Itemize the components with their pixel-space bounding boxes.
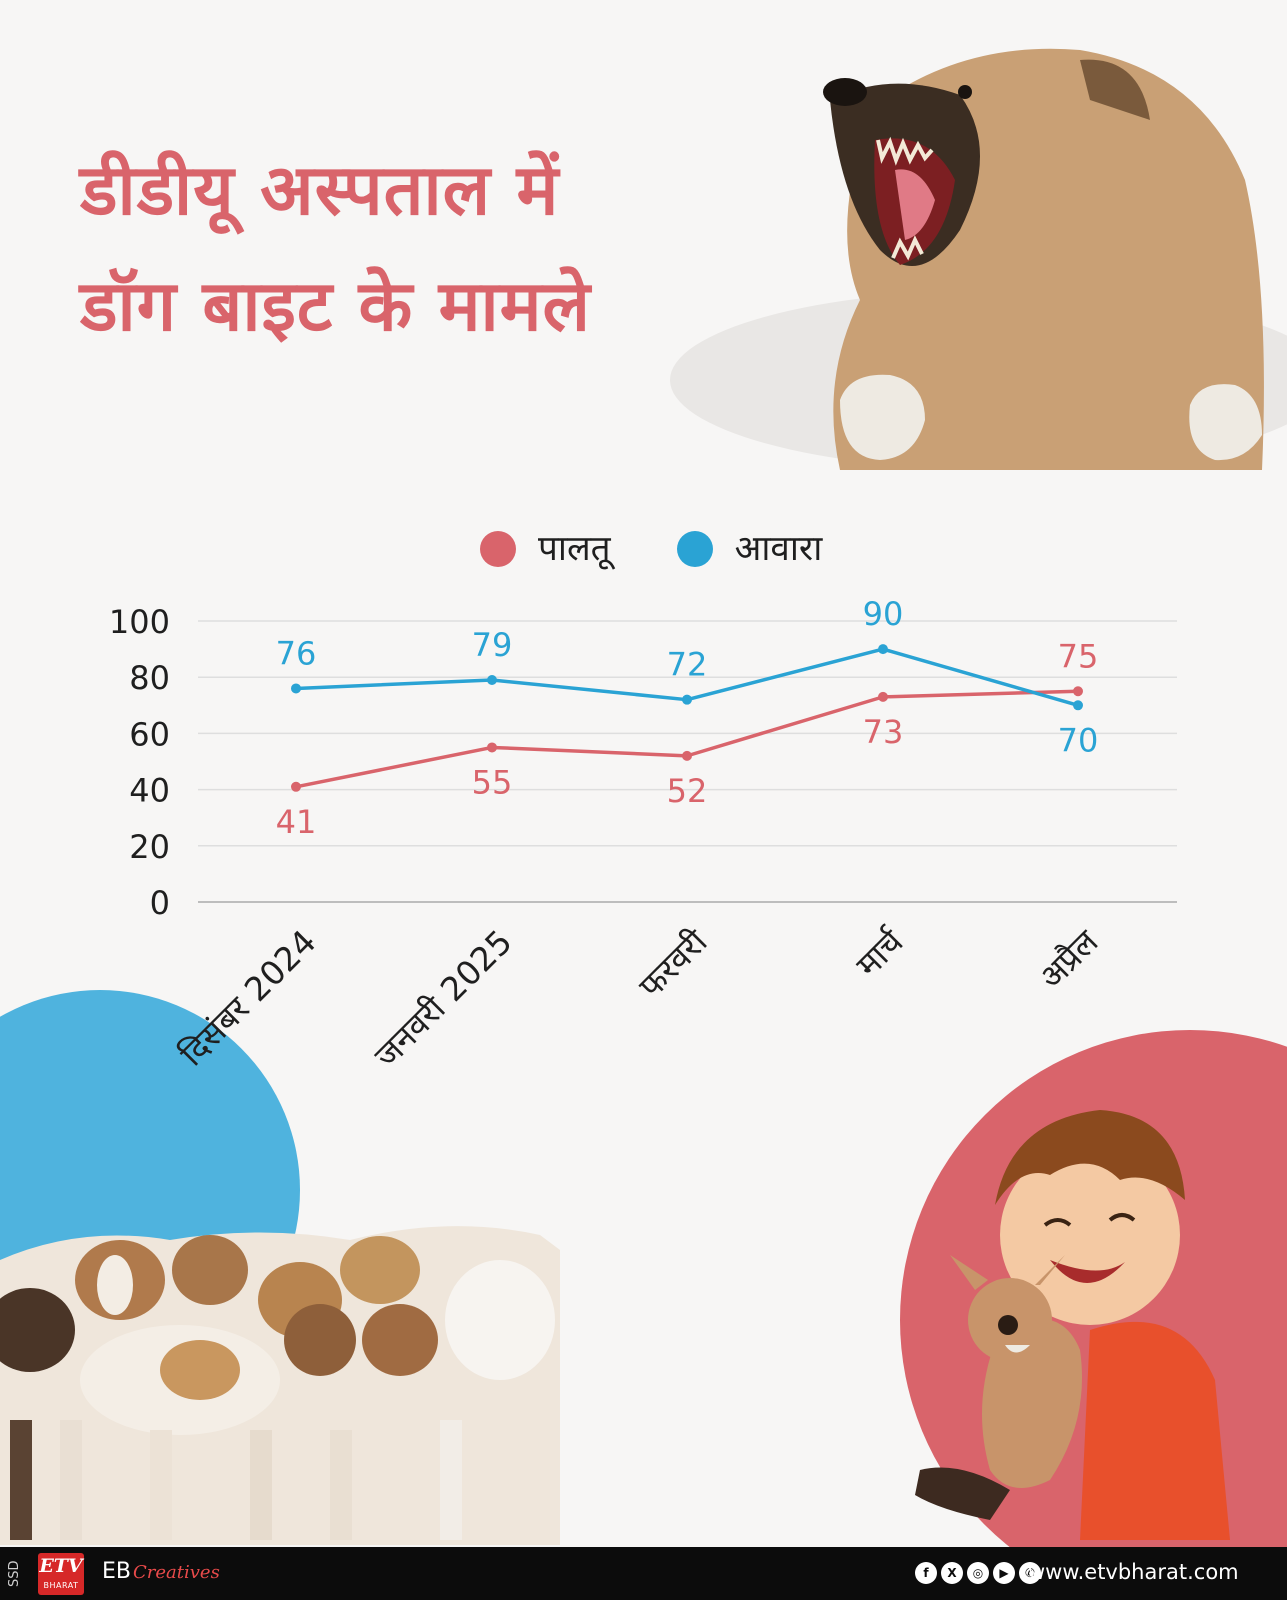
data-point — [1073, 700, 1083, 711]
y-tick-label: 60 — [129, 715, 170, 753]
instagram-icon[interactable]: ◎ — [967, 1562, 989, 1584]
x-tick-label: अप्रैल — [1031, 922, 1106, 997]
page-title: डीडीयू अस्पताल में डॉग बाइट के मामले — [80, 132, 591, 364]
x-tick-label: फरवरी — [631, 921, 716, 1006]
data-label: 76 — [276, 634, 317, 672]
ssd-credit: SSD — [7, 1560, 22, 1588]
y-tick-label: 20 — [129, 828, 170, 866]
data-label: 90 — [863, 595, 904, 633]
data-label: 75 — [1058, 637, 1099, 675]
hound-pack-illustration — [0, 1226, 560, 1545]
angry-dog-illustration — [823, 48, 1264, 470]
legend-item-pet: पालतू — [480, 529, 611, 569]
legend-item-stray: आवारा — [676, 529, 823, 569]
data-point — [487, 675, 497, 686]
whatsapp-icon[interactable]: ✆ — [1019, 1562, 1041, 1584]
y-tick-label: 100 — [109, 603, 170, 641]
etv-logo-mark: ETV — [39, 1555, 83, 1577]
youtube-icon[interactable]: ▶ — [993, 1562, 1015, 1584]
legend-label-stray: आवारा — [734, 529, 823, 569]
data-label: 72 — [667, 646, 708, 684]
chart-legend: पालतू आवारा — [480, 527, 822, 571]
data-point — [878, 644, 888, 655]
y-tick-label: 0 — [150, 884, 170, 922]
data-point — [487, 742, 497, 753]
x-tick-label: मार्च — [848, 921, 911, 984]
data-point — [682, 694, 692, 705]
legend-dot-stray — [676, 531, 713, 567]
website-link[interactable]: www.etvbharat.com — [1028, 1560, 1239, 1584]
x-tick-label: दिसंबर 2024 — [172, 922, 323, 1073]
data-point — [1073, 686, 1083, 697]
legend-dot-pet — [480, 531, 516, 567]
data-label: 52 — [667, 772, 708, 810]
legend-label-pet: पालतू — [538, 529, 611, 569]
data-point — [291, 781, 301, 792]
data-label: 41 — [276, 803, 317, 841]
data-point — [682, 750, 692, 761]
eb-creatives-brand: EB Creatives — [102, 1559, 220, 1584]
data-point — [291, 683, 301, 694]
etv-bharat-logo: ETV BHARAT — [38, 1553, 84, 1595]
data-label: 55 — [472, 763, 513, 801]
x-tick-label: जनवरी 2025 — [366, 922, 519, 1075]
y-tick-label: 40 — [129, 772, 170, 810]
line-chart: 0 20 40 60 80 100 दिसंबर 2024 जनवरी 2025 फरवरी मा… — [109, 595, 1177, 1075]
data-label: 73 — [863, 713, 904, 751]
data-label: 79 — [472, 626, 513, 664]
boy-with-puppy-illustration — [915, 1110, 1230, 1540]
etv-logo-sub: BHARAT — [43, 1581, 79, 1590]
footer-bar: SSD ETV BHARAT EB Creatives f X ◎ ▶ ✆ www… — [0, 1547, 1287, 1600]
data-point — [878, 691, 888, 702]
eb-brand-script: Creatives — [133, 1562, 220, 1583]
social-icons: f X ◎ ▶ ✆ — [915, 1562, 1041, 1584]
title-line-1: डीडीयू अस्पताल में — [80, 149, 560, 231]
y-tick-label: 80 — [129, 659, 170, 697]
facebook-icon[interactable]: f — [915, 1562, 937, 1584]
title-line-2: डॉग बाइट के मामले — [80, 265, 591, 347]
x-icon[interactable]: X — [941, 1562, 963, 1584]
data-label: 70 — [1058, 721, 1099, 759]
eb-brand-text: EB — [102, 1559, 131, 1584]
